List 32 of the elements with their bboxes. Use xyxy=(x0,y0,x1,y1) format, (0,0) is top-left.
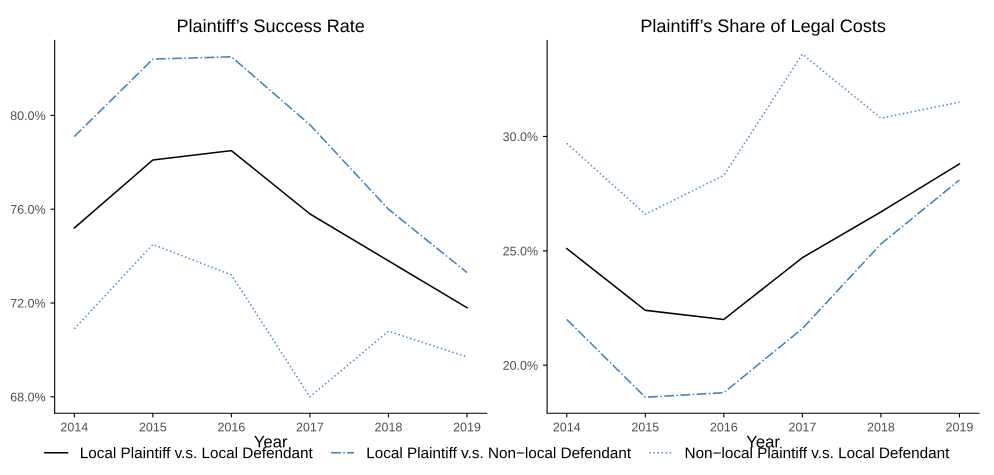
x-tick-label: 2015 xyxy=(140,422,166,432)
x-tick-label: 2018 xyxy=(868,422,894,432)
x-axis-title: Year xyxy=(254,436,288,448)
legend-label: Local Plaintiff v.s. Non−local Defendant xyxy=(367,447,631,458)
x-tick-label: 2016 xyxy=(218,422,245,432)
y-tick-label: 80.0% xyxy=(10,111,46,120)
x-tick-label: 2019 xyxy=(946,422,973,432)
line-series xyxy=(566,179,960,398)
line-series xyxy=(74,244,468,398)
line-series xyxy=(74,150,468,308)
y-tick-label: 20.0% xyxy=(503,361,538,370)
line-series xyxy=(566,53,960,215)
x-axis-title: Year xyxy=(746,436,780,448)
y-tick-label: 72.0% xyxy=(10,298,46,308)
legend-label: Local Plaintiff v.s. Local Defendant xyxy=(81,447,313,458)
legend-label: Non−local Plaintiff v.s. Local Defendant xyxy=(686,447,950,458)
x-tick-label: 2017 xyxy=(789,422,816,432)
x-tick-label: 2014 xyxy=(553,422,580,432)
chart-title: Plaintiff’s Success Rate xyxy=(178,18,364,32)
y-tick-label: 68.0% xyxy=(10,392,46,402)
chart-title: Plaintiff’s Share of Legal Costs xyxy=(642,18,886,36)
x-tick-label: 2016 xyxy=(710,422,738,432)
x-tick-label: 2014 xyxy=(61,422,88,432)
line-series xyxy=(74,56,468,274)
line-series xyxy=(566,163,960,320)
x-tick-label: 2015 xyxy=(632,422,659,432)
y-tick-label: 76.0% xyxy=(10,205,46,214)
y-tick-label: 25.0% xyxy=(503,246,538,256)
x-tick-label: 2018 xyxy=(375,422,402,432)
x-tick-label: 2017 xyxy=(296,422,324,432)
y-tick-label: 30.0% xyxy=(503,132,538,142)
x-tick-label: 2019 xyxy=(454,422,480,432)
